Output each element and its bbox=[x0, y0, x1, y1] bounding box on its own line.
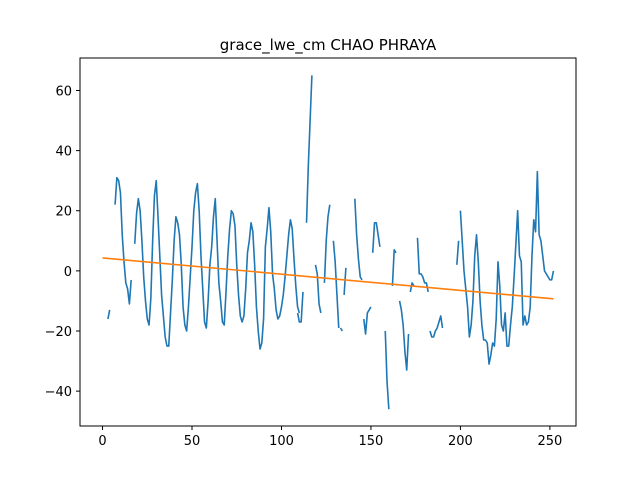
series-0-line-segment-3 bbox=[296, 291, 304, 323]
y-tick-label: 0 bbox=[64, 265, 72, 280]
series-0-line-segment-12 bbox=[371, 221, 381, 253]
y-tick-label: 60 bbox=[55, 84, 72, 99]
x-tick-label: 250 bbox=[537, 434, 562, 449]
series-0-line-segment-11 bbox=[362, 306, 372, 335]
series-0-line-segment-5 bbox=[314, 264, 322, 314]
series-0-line-segment-20 bbox=[459, 170, 555, 365]
series-0-line-segment-9 bbox=[343, 267, 347, 295]
y-axis: −40 −20 0 20 40 60 bbox=[45, 84, 80, 400]
series-0-line-segment-6 bbox=[323, 204, 331, 283]
x-tick-label: 0 bbox=[98, 434, 106, 449]
series-0-line-segment-17 bbox=[416, 237, 429, 293]
series-0-line-segment-18 bbox=[429, 315, 444, 338]
x-tick-label: 100 bbox=[269, 434, 294, 449]
plot-area bbox=[102, 75, 555, 410]
series-0-line-segment-14 bbox=[391, 249, 397, 286]
x-tick-label: 150 bbox=[359, 434, 384, 449]
series-0-line-segment-10 bbox=[354, 198, 363, 281]
y-tick-label: 40 bbox=[55, 145, 72, 160]
series-0-line-segment-13 bbox=[384, 330, 390, 410]
series-0-line-segment-2 bbox=[133, 179, 301, 350]
chart-title: grace_lwe_cm CHAO PHRAYA bbox=[220, 36, 437, 55]
series-1-line-segment-0 bbox=[102, 257, 554, 300]
series-0-line-segment-4 bbox=[305, 75, 313, 223]
series-0-line-segment-16 bbox=[409, 282, 415, 293]
series-0-line-segment-19 bbox=[456, 240, 460, 265]
x-tick-label: 50 bbox=[184, 434, 201, 449]
x-tick-label: 200 bbox=[448, 434, 473, 449]
series-0-line-segment-1 bbox=[114, 176, 132, 305]
series-0-line-segment-8 bbox=[339, 327, 343, 332]
y-tick-label: −40 bbox=[45, 385, 72, 400]
y-tick-label: 20 bbox=[55, 205, 72, 220]
y-tick-label: −20 bbox=[45, 325, 72, 340]
axes-frame bbox=[79, 57, 577, 427]
series-0-line-segment-0 bbox=[107, 309, 111, 320]
series-0-line-segment-15 bbox=[398, 300, 410, 371]
x-axis: 0 50 100 150 200 250 bbox=[98, 426, 562, 449]
